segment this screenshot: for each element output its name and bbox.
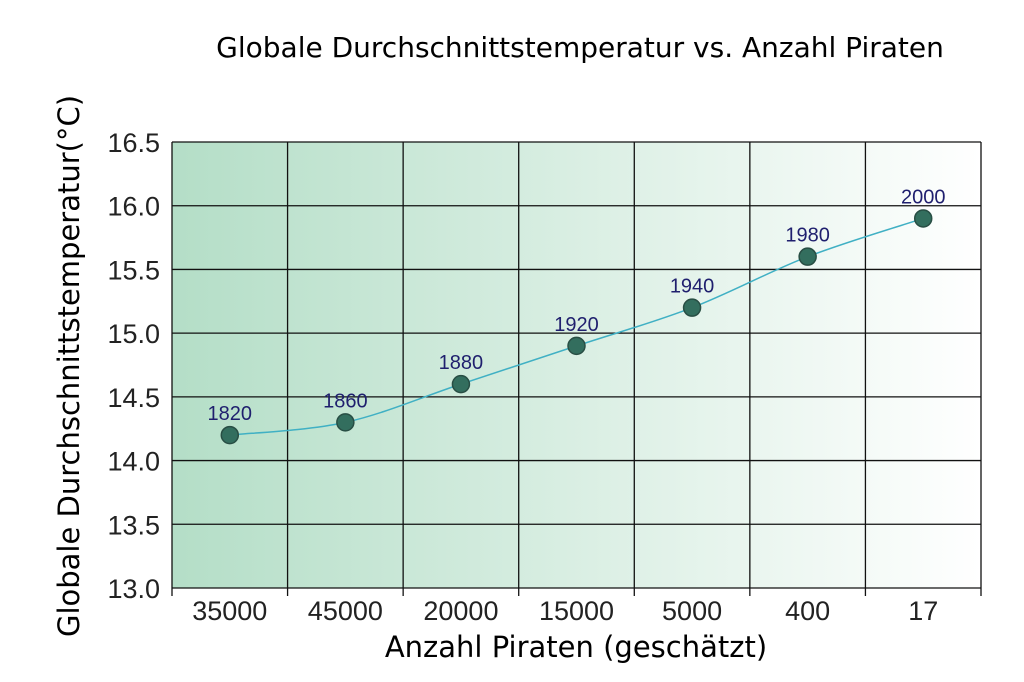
data-point [567,336,586,356]
y-tick-label: 14.0 [107,447,160,477]
data-point-label: 2000 [901,186,946,208]
x-tick-label: 15000 [539,596,614,626]
data-point-label: 1920 [554,314,599,336]
data-point [220,425,240,445]
data-point-label: 1820 [208,403,253,425]
y-tick-label: 15.5 [107,255,160,285]
data-point [798,247,817,266]
y-tick-label: 16.0 [107,192,160,222]
y-tick-label: 16.5 [107,128,160,158]
y-tick-label: 13.0 [107,574,160,604]
y-tick-label: 15.0 [107,319,160,349]
data-point-label: 1860 [323,390,368,412]
y-tick-label: 14.5 [107,383,160,413]
x-tick-label: 5000 [662,596,722,626]
y-axis-label: Globale Durchschnittstemperatur(°C) [52,95,86,637]
y-tick-label: 13.5 [107,510,160,540]
data-point-label: 1980 [785,225,830,247]
x-tick-label: 17 [908,596,938,626]
plot-background [172,142,981,588]
data-point [913,209,933,228]
data-point [451,374,471,394]
x-tick-label: 20000 [423,596,498,626]
chart-title: Globale Durchschnittstemperatur vs. Anza… [216,31,944,64]
data-point-label: 1940 [670,276,715,298]
data-point [336,413,355,432]
x-tick-label: 35000 [192,596,267,626]
data-point [682,298,702,317]
x-tick-label: 400 [785,596,830,626]
x-axis-label: Anzahl Piraten (geschätzt) [385,630,767,664]
data-point-label: 1880 [439,352,484,374]
x-tick-label: 45000 [308,596,383,626]
